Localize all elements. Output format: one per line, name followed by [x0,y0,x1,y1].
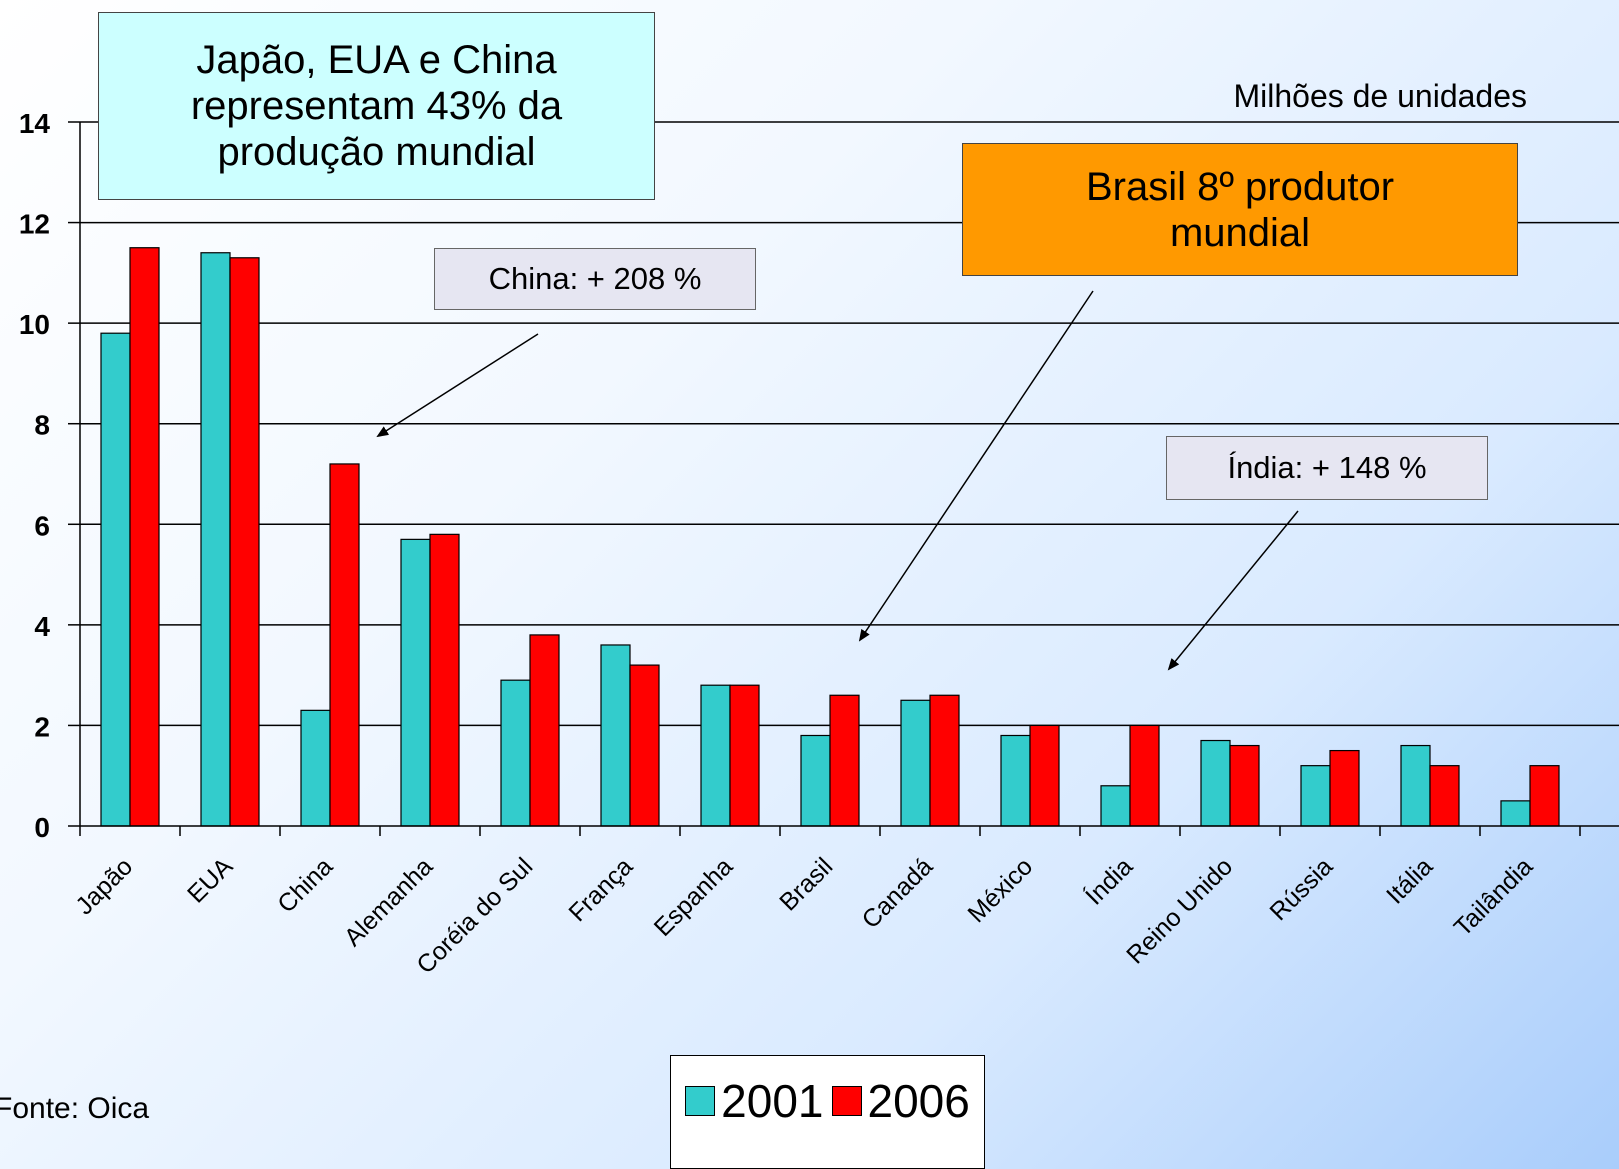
x-tick-label: Reino Unido [1121,852,1238,969]
arrow-china [376,333,539,438]
bar-2001-2 [300,709,331,827]
legend-item-2006: 2006 [831,1074,970,1128]
axes [68,121,1619,836]
arrow-brasil [858,290,1094,642]
legend: 2001 2006 [670,1055,985,1169]
bar-2001-7 [800,734,831,827]
bar-2006-9 [1029,724,1060,827]
annotation-line: Brasil 8º produtor [1085,164,1395,209]
x-tick-label: EUA [182,852,238,908]
y-tick-label: 4 [34,611,50,642]
bar-2006-7 [829,694,860,827]
x-tick-label: Itália [1381,852,1438,909]
y-tick-label: 6 [34,510,50,541]
bar-2006-13 [1429,765,1460,827]
annotation-line: produção mundial [217,130,536,174]
x-tick-label: China [272,852,338,918]
bar-2006-10 [1129,724,1160,827]
bar-2006-12 [1329,749,1360,827]
annotation-china: China: + 208 % [434,248,756,310]
source-note: Fonte: Oica [0,1092,150,1125]
annotation-brasil: Brasil 8º produtor mundial [962,143,1518,276]
bar-2001-8 [900,699,931,827]
y-tick-labels: 0 2 4 6 8 10 12 14 [19,108,51,843]
legend-swatch-2001 [685,1086,716,1116]
annotation-india: Índia: + 148 % [1166,436,1488,500]
bars [100,247,1560,827]
legend-label-2001: 2001 [721,1075,824,1127]
annotation-line: mundial [1169,210,1311,255]
x-tick-label: Índia [1079,852,1138,911]
bar-2001-13 [1400,744,1431,827]
arrow-india [1167,510,1299,671]
bar-2001-10 [1100,785,1131,827]
bar-2006-14 [1529,765,1560,827]
annotation-line: Japão, EUA e China [196,38,557,82]
bar-2001-5 [600,644,631,827]
bar-2001-9 [1000,734,1031,827]
bar-2001-11 [1200,739,1231,827]
bar-2001-1 [200,252,231,827]
bar-2006-3 [429,533,460,827]
y-tick-label: 12 [19,209,50,240]
bar-2006-2 [329,463,360,827]
annotation-line: representam 43% da [190,84,563,128]
y-tick-label: 2 [34,711,50,742]
bar-2006-11 [1229,744,1260,827]
x-tick-label: Alemanha [339,852,438,951]
bar-2001-4 [500,679,531,827]
y-tick-label: 14 [19,108,51,139]
annotation-arrows [376,290,1299,671]
x-tick-label: Rússia [1264,852,1338,926]
legend-item-2001: 2001 [685,1074,824,1128]
y-axis-unit-label: Milhões de unidades [1233,78,1527,114]
y-tick-label: 0 [34,812,50,843]
x-tick-label: México [962,852,1038,928]
bar-2001-6 [700,684,731,827]
y-tick-label: 8 [34,410,50,441]
bar-2001-12 [1300,765,1331,827]
annotation-japan-usa-china: Japão, EUA e China representam 43% da pr… [98,12,655,200]
bar-2001-3 [400,538,431,827]
y-tick-label: 10 [19,309,50,340]
x-tick-label: Canadá [857,852,939,934]
x-tick-label: Brasil [774,852,838,916]
bar-2006-1 [229,257,260,827]
bar-2006-0 [129,247,160,827]
bar-2001-14 [1500,800,1531,827]
bar-2006-6 [729,684,760,827]
legend-label-2006: 2006 [867,1075,970,1127]
x-tick-label: Tailândia [1449,852,1539,942]
x-tick-label: Japão [70,852,138,920]
x-tick-label: França [563,852,638,927]
legend-swatch-2006 [831,1086,862,1116]
bar-2006-4 [529,634,560,827]
bar-2001-0 [100,332,131,827]
bar-2006-8 [929,694,960,827]
bar-2006-5 [629,664,660,827]
x-tick-label: Espanha [649,852,739,942]
